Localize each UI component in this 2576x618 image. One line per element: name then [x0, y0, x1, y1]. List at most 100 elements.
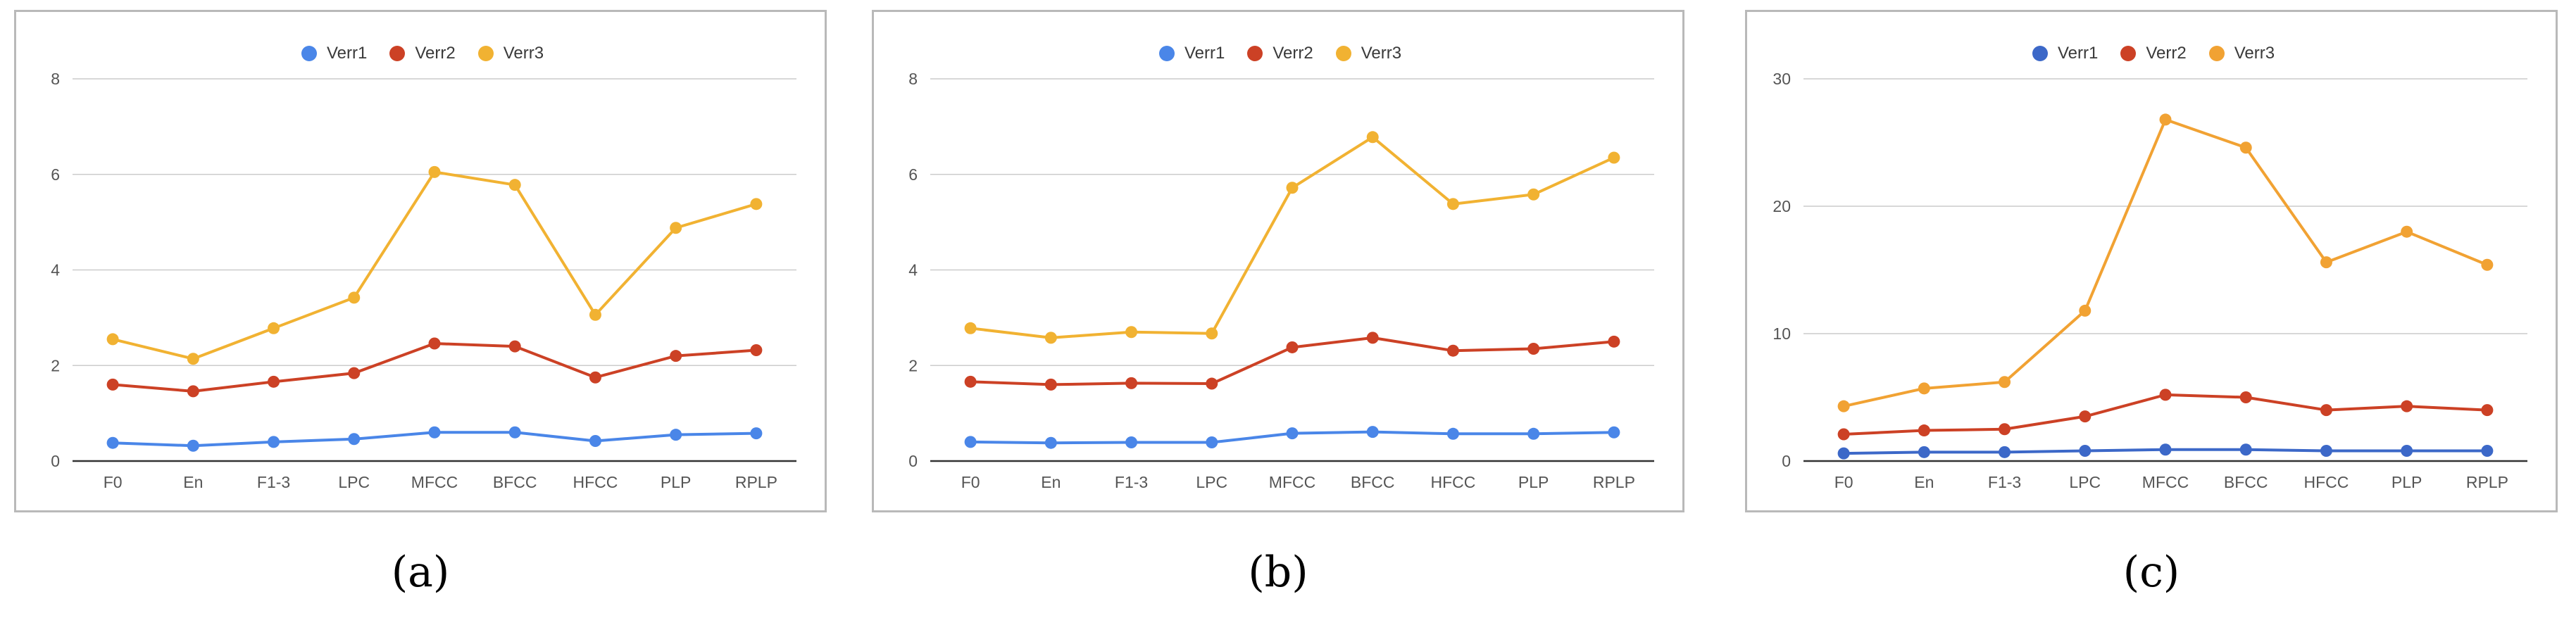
data-point-verr2 [2159, 389, 2172, 401]
data-point-verr1 [268, 436, 280, 448]
legend-item-verr3: Verr3 [2208, 44, 2275, 63]
data-point-verr2 [750, 344, 763, 357]
data-point-verr3 [2320, 256, 2332, 269]
data-point-verr3 [428, 165, 441, 178]
data-point-verr2 [589, 371, 601, 384]
data-point-verr2 [964, 375, 977, 388]
data-point-verr2 [508, 340, 521, 353]
data-point-verr1 [964, 436, 977, 448]
series-line-verr2 [112, 342, 757, 393]
legend-label: Verr1 [1184, 44, 1225, 63]
legend-label: Verr2 [1273, 44, 1313, 63]
y-tick-label: 0 [1782, 452, 1791, 470]
data-point-verr3 [1837, 400, 1850, 412]
legend-item-verr2: Verr2 [389, 44, 456, 63]
data-point-verr1 [1918, 446, 1930, 458]
x-tick-label: RPLP [1593, 473, 1635, 491]
y-tick-label: 8 [908, 70, 918, 88]
legend-marker [477, 46, 494, 61]
data-point-verr2 [1366, 332, 1379, 344]
x-tick-label: BFCC [2224, 473, 2268, 491]
series-line-verr3 [112, 170, 757, 360]
legend-marker [2120, 46, 2137, 61]
legend-item-verr3: Verr3 [477, 44, 544, 63]
legend-label: Verr1 [2057, 44, 2099, 63]
data-point-verr3 [589, 308, 601, 321]
data-point-verr3 [1044, 332, 1057, 344]
legend-marker [1247, 46, 1263, 61]
x-tick-label: PLP [1518, 473, 1549, 491]
legend-marker [389, 46, 406, 61]
series-line-verr3 [1843, 118, 2488, 408]
data-point-verr1 [1044, 436, 1057, 449]
x-tick-label: BFCC [493, 473, 537, 491]
legend-marker [1158, 46, 1175, 61]
data-point-verr1 [106, 436, 119, 449]
chart-panel-b: Verr1 Verr2 Verr3 0 2 4 6 8 F0 En F1-3 LPC MFCC BFCC… [872, 10, 1684, 512]
legend-label: Verr3 [1361, 44, 1402, 63]
data-point-verr2 [670, 350, 682, 362]
data-point-verr3 [2401, 225, 2413, 238]
legend: Verr1 Verr2 Verr3 [1747, 36, 2560, 71]
legend-item-verr2: Verr2 [2120, 44, 2187, 63]
data-point-verr1 [750, 427, 763, 440]
data-point-verr1 [1837, 447, 1850, 460]
x-tick-label: PLP [661, 473, 691, 491]
legend-label: Verr1 [326, 44, 368, 63]
data-point-verr2 [187, 385, 199, 398]
data-point-verr3 [106, 333, 119, 346]
caption-b: (b) [1248, 548, 1308, 597]
data-point-verr2 [348, 367, 361, 379]
data-point-verr3 [1527, 188, 1540, 201]
data-point-verr1 [187, 439, 199, 452]
data-point-verr2 [2401, 400, 2413, 412]
y-tick-label: 30 [1772, 70, 1791, 88]
data-point-verr3 [1206, 327, 1218, 340]
x-tick-label: F0 [961, 473, 980, 491]
data-point-verr3 [1918, 382, 1930, 395]
x-tick-label: F0 [104, 473, 123, 491]
x-tick-label: HFCC [573, 473, 618, 491]
data-point-verr2 [106, 378, 119, 391]
x-tick-label: MFCC [411, 473, 458, 491]
data-point-verr3 [187, 353, 199, 365]
data-point-verr2 [2481, 404, 2494, 417]
data-point-verr1 [1999, 446, 2011, 458]
data-point-verr3 [508, 179, 521, 191]
legend-marker [2208, 46, 2225, 61]
legend-label: Verr3 [2234, 44, 2275, 63]
data-point-verr1 [1527, 427, 1540, 440]
legend-item-verr1: Verr1 [301, 44, 367, 63]
chart-panel-c: Verr1 Verr2 Verr3 0 10 20 30 F0 En F1-3 LPC MFCC BF… [1745, 10, 2558, 512]
data-point-verr1 [670, 429, 682, 441]
y-tick-label: 4 [908, 261, 918, 279]
data-point-verr3 [1446, 198, 1459, 210]
data-point-verr1 [428, 426, 441, 439]
data-point-verr1 [2239, 443, 2252, 456]
data-point-verr2 [1837, 428, 1850, 441]
data-point-verr1 [2320, 445, 2332, 458]
legend-item-verr2: Verr2 [1247, 44, 1313, 63]
legend-item-verr1: Verr1 [1158, 44, 1225, 63]
x-tick-label: BFCC [1351, 473, 1395, 491]
line-chart-b: 0 2 4 6 8 F0 En F1-3 LPC MFCC BFCC HFCC PLP RPLP [908, 70, 1654, 491]
data-point-verr2 [1446, 344, 1459, 357]
y-tick-label: 20 [1772, 197, 1791, 215]
legend-label: Verr2 [2146, 44, 2187, 63]
data-point-verr3 [1366, 131, 1379, 144]
x-tick-label: LPC [1196, 473, 1227, 491]
data-point-verr3 [2079, 304, 2092, 317]
data-point-verr3 [1286, 182, 1299, 194]
x-tick-label: RPLP [2466, 473, 2508, 491]
data-point-verr2 [2320, 404, 2332, 417]
y-tick-label: 6 [908, 165, 918, 184]
x-tick-label: HFCC [1430, 473, 1475, 491]
x-tick-label: En [1041, 473, 1061, 491]
y-tick-label: 2 [908, 356, 918, 374]
x-tick-label: F1-3 [257, 473, 290, 491]
data-point-verr3 [2481, 258, 2494, 271]
x-tick-label: MFCC [2142, 473, 2189, 491]
caption-c: (c) [2122, 548, 2180, 597]
x-tick-label: F1-3 [1115, 473, 1148, 491]
x-tick-label: F0 [1834, 473, 1853, 491]
